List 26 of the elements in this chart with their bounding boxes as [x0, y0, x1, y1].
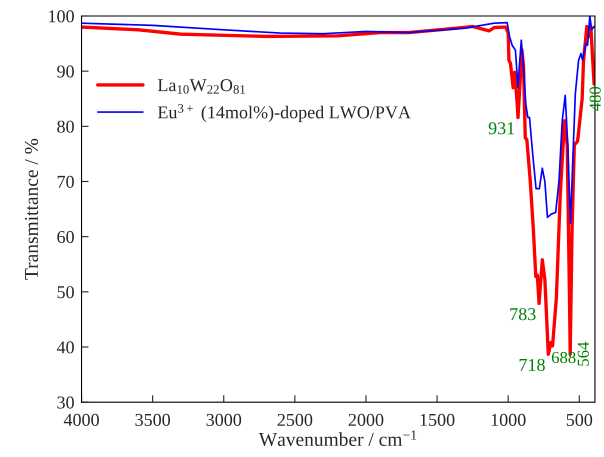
y-tick-label: 100 — [49, 10, 74, 22]
y-tick-label: 50 — [58, 286, 74, 298]
y-tick-label: 90 — [57, 65, 74, 78]
legend-label: Eu$^{3+}$ (14mol%)-doped LWO/PVA — [158, 104, 411, 122]
x-tick-label: 1000 — [492, 414, 526, 426]
x-tick-label: 3500 — [135, 414, 170, 426]
x-tick-label: 4000 — [64, 414, 99, 426]
x-tick-label: 2000 — [348, 414, 384, 426]
annotation: 718 — [520, 358, 545, 372]
legend-label: La$_{10}$W$_{22}$O$_{81}$ — [158, 79, 245, 94]
annotation: 564 — [578, 342, 589, 366]
x-tick-label: 500 — [566, 414, 592, 426]
annotation: 931 — [488, 122, 514, 134]
x-tick-label: 1500 — [420, 414, 454, 426]
annotation: 783 — [510, 308, 536, 320]
x-tick-label: 2500 — [278, 414, 312, 426]
y-tick-label: 40 — [56, 341, 74, 354]
y-tick-label: 80 — [57, 120, 74, 133]
y-tick-label: 30 — [57, 396, 74, 409]
x-tick-label: 3000 — [206, 414, 242, 426]
annotation: 480 — [590, 86, 601, 111]
y-tick-label: 70 — [58, 176, 74, 188]
annotation: 688 — [552, 352, 576, 364]
x-axis-title: Wavenumber / cm$^{−1}$ — [258, 430, 416, 446]
y-tick-label: 60 — [57, 230, 74, 244]
y-axis-title: Transmittance / % — [24, 138, 38, 280]
